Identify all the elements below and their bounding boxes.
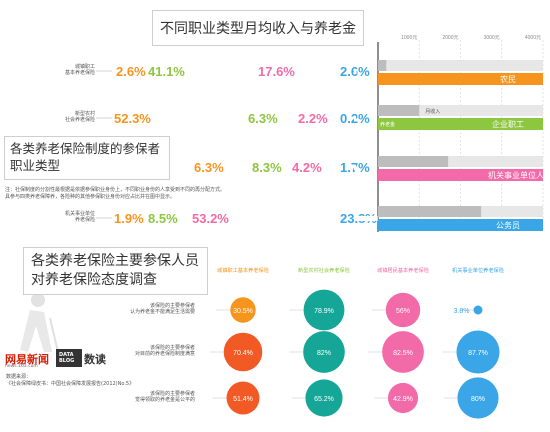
bubble-value-label: 82.5% — [393, 350, 413, 357]
occupation-bg — [378, 156, 543, 167]
occupation-name: 机关事业单位人员 — [488, 170, 550, 180]
segment-percent: 17.6% — [258, 64, 295, 79]
bubble-value-label: 65.2% — [314, 396, 334, 403]
bubble — [223, 332, 263, 372]
income-bar — [378, 169, 543, 181]
source-text: 《社会保障绿皮书：中国社会保障发展报告(2012)No.5》 — [6, 381, 135, 387]
bubble — [387, 382, 419, 414]
bubble-row-label: 对目前的养老保险制度满意 — [135, 350, 195, 357]
occupation-name: 企业职工 — [492, 119, 524, 129]
segment-percent: 6.3% — [194, 160, 224, 175]
bubble-value-label: 56% — [396, 308, 410, 315]
segment-percent: 41.1% — [148, 64, 185, 79]
subtitle: 各类养老保险制度的参保者职业类型 — [10, 141, 161, 173]
income-bar — [378, 219, 543, 231]
income-tick-label: 4000元 — [525, 35, 541, 41]
segment-spacer — [354, 165, 356, 170]
segment-percent: 6.3% — [248, 111, 278, 126]
bubble-row-label: 认为养老金不能满足生活需要 — [130, 308, 195, 315]
logo-netease-url: news.163.com — [5, 364, 38, 369]
bubble — [473, 305, 483, 315]
subtitle-box — [4, 136, 170, 180]
bubble — [303, 331, 345, 373]
income-tick-label: 2000元 — [442, 35, 458, 41]
bubble — [457, 377, 499, 419]
pension-bar — [378, 206, 482, 217]
insurance-type-label: 机关事业单位 — [65, 210, 95, 217]
survey-title-box — [23, 247, 208, 295]
bubble — [230, 297, 256, 323]
segment-percent: 53.2% — [192, 211, 229, 226]
segment-percent: 4.2% — [292, 160, 322, 175]
bubble-row-label: 该保险的主要参保者 — [150, 344, 195, 351]
pension-marker-label: 养老金 — [380, 121, 395, 128]
occupation-bg — [378, 105, 543, 116]
insurance-type-label: 养老保险 — [75, 216, 95, 223]
pension-bar — [378, 105, 420, 116]
occupation-name: 公务员 — [496, 220, 520, 230]
bubble — [382, 331, 424, 373]
bubble-column-header: 城镇职工基本养老保险 — [217, 266, 270, 274]
segment-spacer — [354, 69, 357, 74]
bubble — [385, 292, 421, 328]
bubble-value-label: 87.7% — [468, 350, 488, 357]
bubble — [305, 379, 343, 417]
income-bar — [378, 118, 543, 130]
bubble — [456, 330, 500, 374]
survey-title-line-2: 对养老保险态度调查 — [31, 272, 157, 288]
segment-percent: 2.2% — [298, 111, 328, 126]
bubble — [226, 381, 260, 415]
bubble-value-label: 30.5% — [233, 308, 253, 315]
bubble — [303, 289, 345, 331]
bubble-column-header: 新型农村社会养老保险 — [298, 266, 351, 274]
segment-percent: 1.9% — [114, 211, 144, 226]
income-marker-label: 月收入 — [425, 108, 440, 115]
bubble-row-label: 觉得领取的养老金是公平的 — [135, 396, 195, 403]
bubble-row-label: 该保险的主要参保者 — [150, 302, 195, 309]
pension-bar — [378, 60, 387, 71]
segment-spacer — [354, 116, 356, 121]
segment-percent: 52.3% — [114, 111, 151, 126]
bubble-column-header: 机关事业单位养老保险 — [452, 266, 505, 274]
bubble-value-label: 3.8% — [454, 308, 470, 315]
elderly-figure-head — [31, 293, 45, 307]
pension-bar — [378, 156, 449, 167]
logo-datablog: DATA BLOG — [56, 349, 82, 367]
insurance-type-label: 城镇职工 — [75, 63, 95, 70]
segment-spacer — [354, 216, 378, 221]
bubble-value-label: 78.9% — [314, 308, 334, 315]
logo-netease: 网易新闻 — [5, 353, 49, 366]
segment-percent: 2.6% — [116, 64, 146, 79]
insurance-type-label: 社会养老保险 — [65, 116, 95, 123]
income-bar — [378, 73, 543, 85]
bubble-column-header: 城镇居民基本养老保险 — [377, 266, 430, 274]
occupation-bg — [378, 60, 543, 71]
bubble-value-label: 82% — [317, 350, 331, 357]
segment-percent: 8.3% — [252, 160, 282, 175]
note-line-1: 注：社保制度的分割性最根据是依据参保职业身份上，不同职业身份的人享受到不同的再分… — [5, 187, 226, 193]
source-heading: 数据来源： — [6, 374, 32, 380]
survey-title-line-1: 各类养老保险主要参保人员 — [31, 253, 199, 269]
bubble-row-label: 该保险的主要参保者 — [150, 390, 195, 397]
insurance-type-label: 基本养老保险 — [65, 69, 95, 76]
insurance-type-label: 新型农村 — [75, 110, 95, 117]
occupation-name: 农民 — [500, 74, 516, 84]
chart-title: 不同职业类型月均收入与养老金 — [152, 10, 364, 46]
bubble-value-label: 70.4% — [233, 350, 253, 357]
elderly-figure-cane — [49, 317, 59, 353]
logo-shudu: 数读 — [84, 353, 106, 366]
segment-percent: 8.5% — [148, 211, 178, 226]
bubble-value-label: 51.4% — [233, 396, 253, 403]
note-line-2: 具参与四类养老保障养，各险种的其他参保职业身份对应占比并在图中显示。 — [5, 194, 176, 200]
bubble-value-label: 42.9% — [393, 396, 413, 403]
income-tick-label: 3000元 — [484, 35, 500, 41]
income-tick-label: 1000元 — [401, 35, 417, 41]
elderly-figure-body — [20, 310, 52, 352]
bubble-value-label: 80% — [471, 396, 485, 403]
